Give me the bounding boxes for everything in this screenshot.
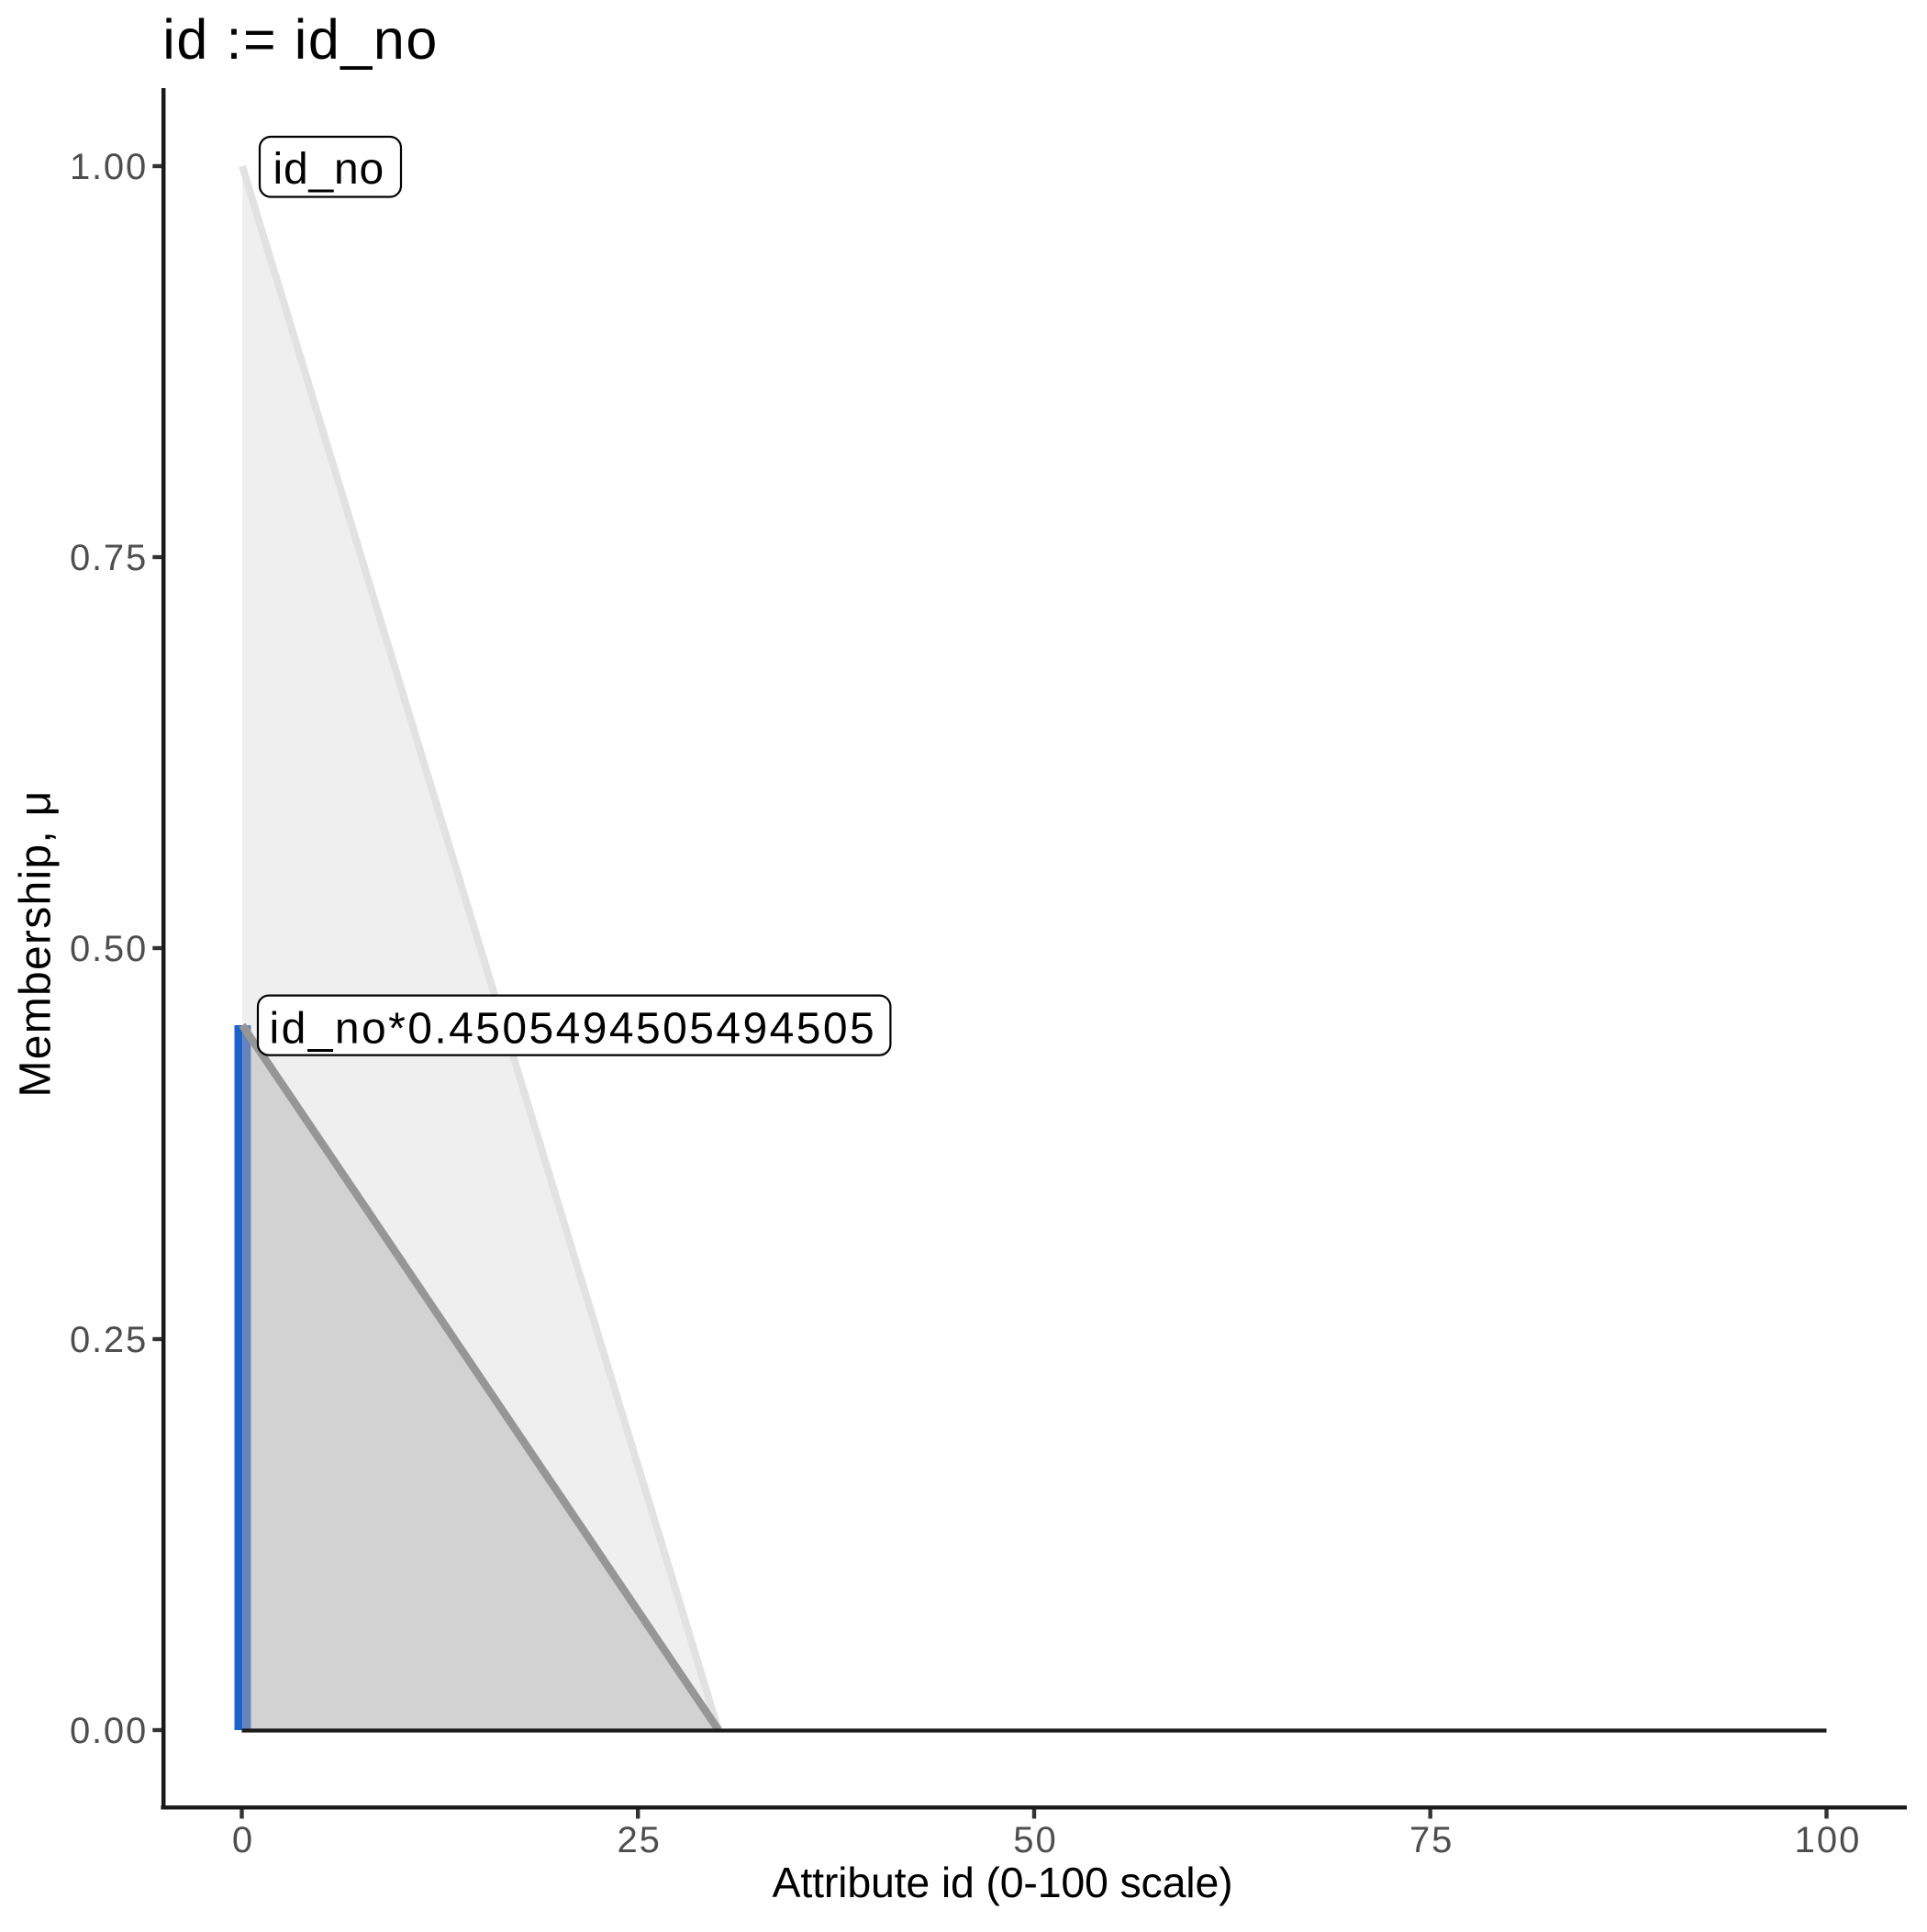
- svg-text:1.00: 1.00: [70, 147, 148, 187]
- svg-text:0: 0: [232, 1820, 254, 1860]
- svg-text:id_no*0.4505494505494505: id_no*0.4505494505494505: [270, 1004, 877, 1053]
- svg-text:75: 75: [1409, 1820, 1454, 1860]
- svg-text:0.75: 0.75: [70, 538, 148, 578]
- svg-text:id := id_no: id := id_no: [162, 8, 439, 71]
- svg-text:0.00: 0.00: [70, 1711, 148, 1751]
- svg-text:100: 100: [1795, 1820, 1862, 1860]
- svg-text:0.25: 0.25: [70, 1320, 148, 1360]
- svg-text:Attribute id (0-100 scale): Attribute id (0-100 scale): [773, 1859, 1233, 1906]
- svg-text:50: 50: [1013, 1820, 1058, 1860]
- svg-text:0.50: 0.50: [70, 929, 148, 969]
- svg-text:25: 25: [617, 1820, 662, 1860]
- svg-text:id_no: id_no: [273, 145, 384, 194]
- svg-text:Membership, μ: Membership, μ: [12, 789, 61, 1097]
